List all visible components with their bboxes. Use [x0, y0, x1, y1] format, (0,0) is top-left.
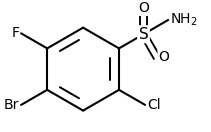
- Text: NH$_2$: NH$_2$: [170, 12, 197, 28]
- Text: F: F: [11, 26, 19, 40]
- Text: O: O: [158, 50, 169, 64]
- Text: S: S: [139, 27, 148, 42]
- Text: O: O: [138, 1, 149, 15]
- Text: Cl: Cl: [147, 98, 161, 112]
- Text: Br: Br: [4, 98, 19, 112]
